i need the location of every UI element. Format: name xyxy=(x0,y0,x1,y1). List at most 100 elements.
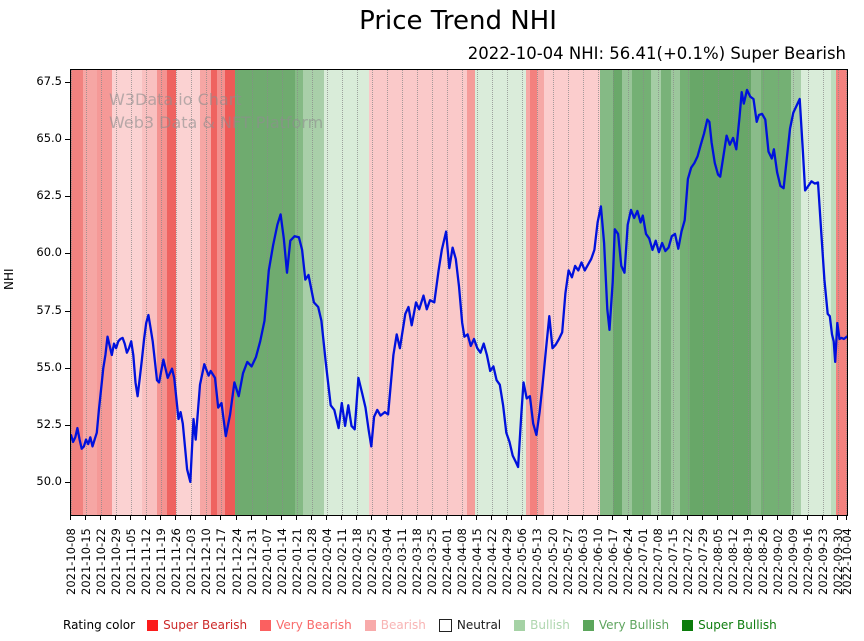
gridline xyxy=(672,70,674,515)
rating-band xyxy=(217,70,225,515)
gridline xyxy=(386,70,388,515)
x-tick-label: 2022-05-20 xyxy=(545,528,560,595)
rating-band xyxy=(761,70,792,515)
legend-swatch-super-bullish xyxy=(682,619,694,631)
x-tick-label: 2022-06-17 xyxy=(605,528,620,595)
x-tick-mark xyxy=(822,515,824,520)
y-tick-label: 57.5 xyxy=(36,302,62,317)
x-tick-mark xyxy=(846,515,847,520)
legend-swatch-bullish xyxy=(514,619,526,631)
legend-item-bearish: Bearish xyxy=(364,618,426,632)
gridline xyxy=(582,70,584,515)
rating-band xyxy=(632,70,652,515)
gridline xyxy=(793,70,795,515)
y-tick-label: 60.0 xyxy=(36,245,62,260)
gridline xyxy=(657,70,659,515)
x-tick-label: 2021-11-19 xyxy=(154,528,169,595)
rating-band xyxy=(537,70,544,515)
gridline xyxy=(612,70,614,515)
gridline xyxy=(763,70,765,515)
gridline xyxy=(808,70,810,515)
x-tick-label: 2021-12-03 xyxy=(184,528,199,595)
x-tick-mark xyxy=(385,515,387,520)
rating-band xyxy=(475,70,526,515)
gridline xyxy=(838,70,840,515)
x-tick-label: 2022-07-22 xyxy=(680,528,695,595)
x-tick-mark xyxy=(115,515,117,520)
x-tick-mark xyxy=(100,515,102,520)
x-tick-mark xyxy=(491,515,493,520)
y-tick-label: 52.5 xyxy=(36,416,62,431)
y-tick-mark xyxy=(65,424,70,426)
x-tick-mark xyxy=(130,515,132,520)
x-tick-mark xyxy=(596,515,598,520)
rating-band xyxy=(529,70,538,515)
rating-band xyxy=(670,70,681,515)
rating-band xyxy=(525,70,530,515)
x-tick-mark xyxy=(626,515,628,520)
nhi-price-line xyxy=(71,88,847,484)
gridline xyxy=(221,70,223,515)
rating-band xyxy=(199,70,211,515)
chart-subtitle: 2022-10-04 NHI: 56.41(+0.1%) Super Beari… xyxy=(467,44,846,63)
gridline xyxy=(116,70,118,515)
y-tick-mark xyxy=(65,196,70,198)
x-tick-mark xyxy=(370,515,372,520)
rating-band xyxy=(141,70,157,515)
x-tick-mark xyxy=(280,515,282,520)
gridline xyxy=(846,70,847,515)
x-tick-label: 2022-02-18 xyxy=(349,528,364,595)
x-tick-mark xyxy=(145,515,147,520)
gridline xyxy=(462,70,464,515)
x-tick-label: 2022-04-08 xyxy=(455,528,470,595)
gridline xyxy=(597,70,599,515)
legend-item-neutral: Neutral xyxy=(438,618,501,632)
x-tick-label: 2022-08-26 xyxy=(756,528,771,595)
gridline xyxy=(341,70,343,515)
legend-label-super-bullish: Super Bullish xyxy=(698,618,777,632)
x-tick-label: 2022-09-16 xyxy=(801,528,816,595)
gridline xyxy=(101,70,103,515)
gridline xyxy=(507,70,509,515)
gridline xyxy=(296,70,298,515)
x-tick-mark xyxy=(85,515,87,520)
gridline xyxy=(236,70,238,515)
x-tick-mark xyxy=(431,515,433,520)
rating-band xyxy=(71,70,83,515)
x-tick-mark xyxy=(777,515,779,520)
x-tick-mark xyxy=(476,515,478,520)
gridline xyxy=(326,70,328,515)
x-tick-mark xyxy=(446,515,448,520)
y-tick-mark xyxy=(65,139,70,141)
gridline xyxy=(733,70,735,515)
x-tick-label: 2022-03-18 xyxy=(410,528,425,595)
chart-title: Price Trend NHI xyxy=(359,6,557,36)
price-line-svg xyxy=(71,88,847,484)
rating-band xyxy=(210,70,218,515)
y-tick-label: 50.0 xyxy=(36,474,62,488)
legend-label-bullish: Bullish xyxy=(530,618,570,632)
gridline xyxy=(176,70,178,515)
y-tick-mark xyxy=(65,310,70,312)
x-tick-label: 2022-02-11 xyxy=(334,528,349,595)
x-tick-mark xyxy=(506,515,508,520)
x-tick-label: 2022-07-15 xyxy=(665,528,680,595)
x-tick-label: 2022-09-23 xyxy=(816,528,831,595)
x-tick-mark xyxy=(461,515,463,520)
x-tick-mark xyxy=(416,515,418,520)
x-tick-mark xyxy=(70,515,71,520)
x-tick-mark xyxy=(310,515,312,520)
gridline xyxy=(251,70,253,515)
y-axis-label: NHI xyxy=(2,268,16,290)
x-tick-mark xyxy=(611,515,613,520)
x-tick-mark xyxy=(551,515,553,520)
x-tick-label: 2022-03-25 xyxy=(425,528,440,595)
x-tick-label: 2022-09-02 xyxy=(771,528,786,595)
legend-item-super-bullish: Super Bullish xyxy=(682,618,777,632)
rating-legend: Rating color Super Bearish Very Bearish Be… xyxy=(63,618,790,632)
y-tick-mark xyxy=(65,253,70,255)
legend-title: Rating color xyxy=(63,618,136,632)
x-tick-label: 2022-02-04 xyxy=(319,528,334,595)
gridline xyxy=(131,70,133,515)
x-tick-mark xyxy=(566,515,568,520)
